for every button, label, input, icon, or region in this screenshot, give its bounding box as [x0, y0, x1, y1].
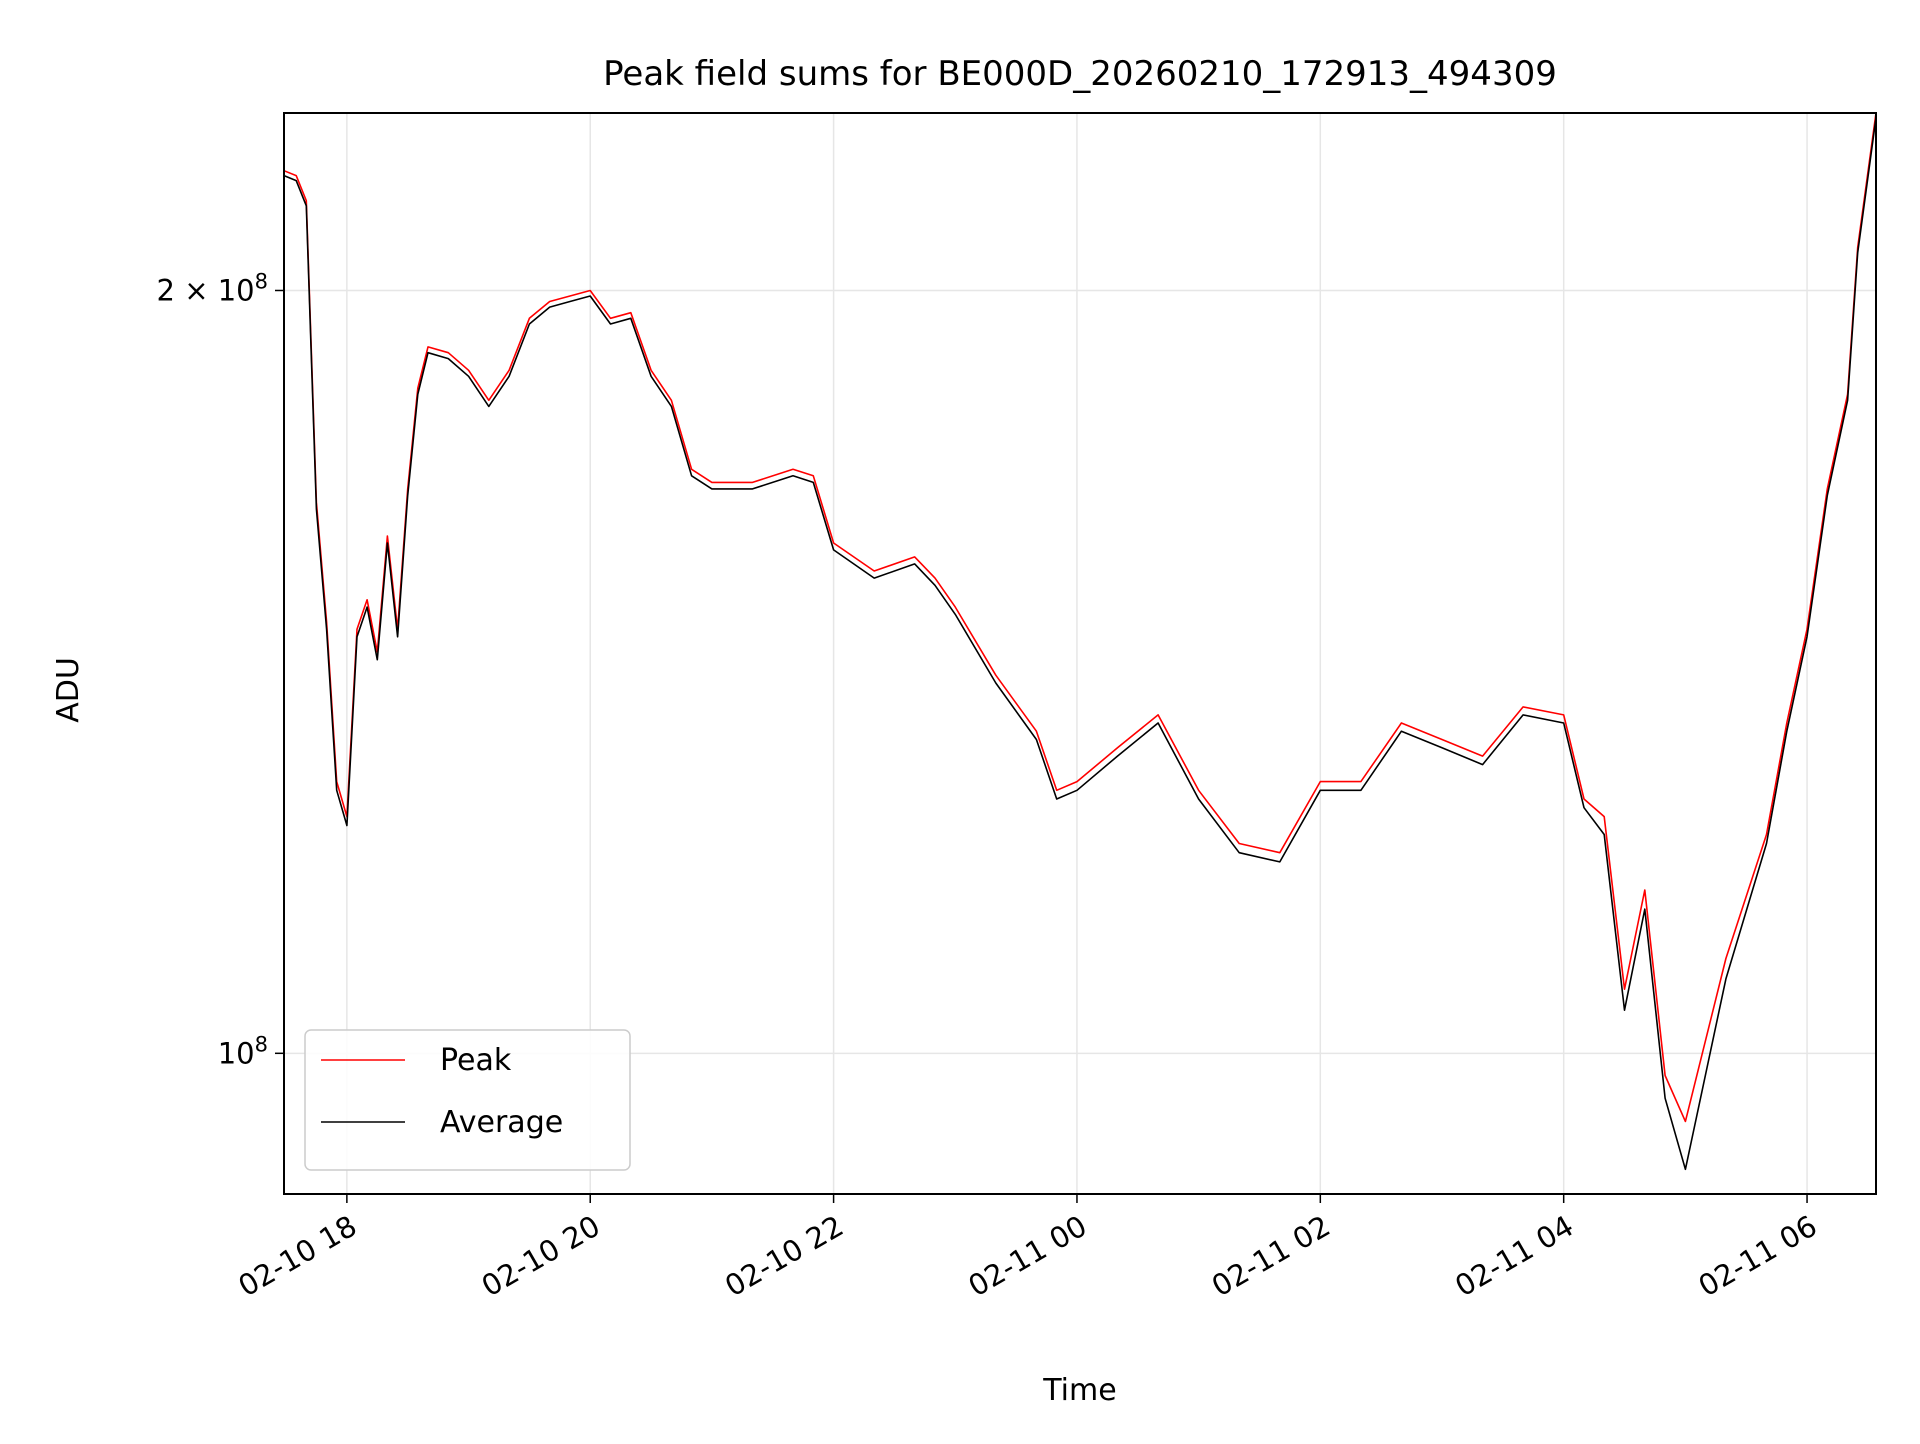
legend-box: [304, 1029, 631, 1171]
series-group: [284, 113, 1876, 1171]
y-axis-label: ADU: [51, 657, 86, 723]
y-tick-label: 2 × 108: [157, 269, 268, 307]
legend-label-peak: Peak: [440, 1043, 512, 1078]
series-line-average: [284, 117, 1876, 1171]
y-tick-label: 108: [218, 1032, 268, 1070]
grid: [284, 113, 1876, 1194]
legend-label-average: Average: [440, 1105, 563, 1140]
legend: Peak Average: [304, 1029, 631, 1171]
plot-area-frame: [283, 112, 1877, 1195]
x-axis-label: Time: [1042, 1373, 1116, 1408]
chart-title: Peak field sums for BE000D_20260210_1729…: [603, 54, 1557, 94]
